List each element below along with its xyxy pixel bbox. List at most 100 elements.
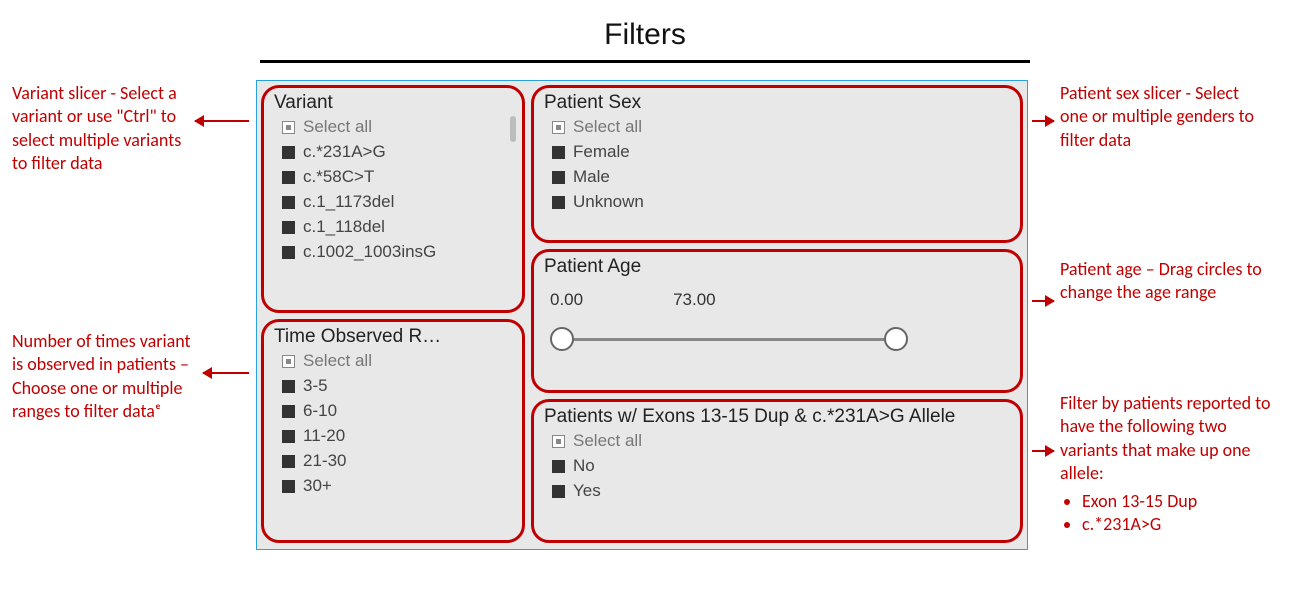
allele-slicer-title: Patients w/ Exons 13-15 Dup & c.*231A>G … [544, 406, 1010, 428]
sex-select-all[interactable]: Select all [552, 116, 1010, 139]
variant-select-all-label: Select all [303, 116, 372, 139]
age-slider-thumb-min[interactable] [550, 327, 574, 351]
sex-option-0-label: Female [573, 141, 630, 164]
title-underline [260, 60, 1030, 63]
checkbox-filled-icon [282, 405, 295, 418]
arrow-sex [1032, 120, 1054, 122]
variant-option-4-label: c.1002_1003insG [303, 241, 436, 264]
variant-slicer[interactable]: Variant Select all c.*231A>G c.*58C>T c.… [261, 85, 525, 313]
variant-option-0-label: c.*231A>G [303, 141, 386, 164]
age-slider-track [562, 338, 896, 341]
time-option-4[interactable]: 30+ [282, 475, 512, 498]
age-slicer-title: Patient Age [544, 256, 1010, 278]
variant-option-3-label: c.1_118del [303, 216, 385, 239]
arrow-age [1032, 300, 1054, 302]
allele-option-1-label: Yes [573, 480, 601, 503]
right-column: Patient Sex Select all Female Male Unkno… [531, 85, 1023, 543]
left-column: Variant Select all c.*231A>G c.*58C>T c.… [261, 85, 525, 543]
checkbox-filled-icon [282, 480, 295, 493]
sex-slicer-title: Patient Sex [544, 92, 1010, 114]
sex-option-1[interactable]: Male [552, 166, 1010, 189]
sex-option-1-label: Male [573, 166, 610, 189]
time-option-0[interactable]: 3-5 [282, 375, 512, 398]
filters-panel: Variant Select all c.*231A>G c.*58C>T c.… [256, 80, 1028, 550]
sex-option-0[interactable]: Female [552, 141, 1010, 164]
time-option-3-label: 21-30 [303, 450, 346, 473]
arrow-time [203, 372, 249, 374]
annot-allele-intro: Filter by patients reported to have the … [1060, 392, 1270, 484]
allele-slicer[interactable]: Patients w/ Exons 13-15 Dup & c.*231A>G … [531, 399, 1023, 543]
checkbox-filled-icon [552, 460, 565, 473]
variant-option-2[interactable]: c.1_1173del [282, 191, 512, 214]
time-option-3[interactable]: 21-30 [282, 450, 512, 473]
annot-age: Patient age – Drag circles to change the… [1060, 258, 1270, 305]
page-title: Filters [260, 18, 1030, 52]
checkbox-filled-icon [282, 246, 295, 259]
time-option-2-label: 11-20 [303, 425, 345, 448]
annot-allele-item-0: Exon 13-15 Dup [1082, 490, 1280, 513]
checkbox-filled-icon [282, 146, 295, 159]
checkbox-mixed-icon [552, 121, 565, 134]
allele-option-0[interactable]: No [552, 455, 1010, 478]
sex-options: Select all Female Male Unknown [544, 116, 1010, 214]
age-min-label: 0.00 [550, 290, 583, 310]
age-slicer[interactable]: Patient Age 0.00 73.00 [531, 249, 1023, 393]
checkbox-mixed-icon [552, 435, 565, 448]
time-option-0-label: 3-5 [303, 375, 328, 398]
annot-variant: Variant slicer - Select a variant or use… [12, 82, 192, 176]
canvas: Variant slicer - Select a variant or use… [0, 0, 1289, 607]
allele-option-1[interactable]: Yes [552, 480, 1010, 503]
age-labels: 0.00 73.00 [544, 280, 1010, 314]
time-options: Select all 3-5 6-10 11-20 21-30 30+ [274, 350, 512, 498]
time-option-2[interactable]: 11-20 [282, 425, 512, 448]
time-select-all[interactable]: Select all [282, 350, 512, 373]
time-option-1[interactable]: 6-10 [282, 400, 512, 423]
annot-allele: Filter by patients reported to have the … [1060, 392, 1280, 536]
arrow-allele [1032, 450, 1054, 452]
checkbox-filled-icon [282, 171, 295, 184]
checkbox-filled-icon [282, 455, 295, 468]
time-select-all-label: Select all [303, 350, 372, 373]
allele-select-all-label: Select all [573, 430, 642, 453]
checkbox-mixed-icon [282, 355, 295, 368]
sex-slicer[interactable]: Patient Sex Select all Female Male Unkno… [531, 85, 1023, 243]
age-max-label: 73.00 [673, 290, 716, 310]
time-option-4-label: 30+ [303, 475, 332, 498]
sex-option-2[interactable]: Unknown [552, 191, 1010, 214]
variant-slicer-title: Variant [274, 92, 512, 114]
checkbox-filled-icon [282, 430, 295, 443]
variant-options: Select all c.*231A>G c.*58C>T c.1_1173de… [274, 116, 512, 264]
checkbox-filled-icon [552, 171, 565, 184]
variant-option-2-label: c.1_1173del [303, 191, 394, 214]
allele-option-0-label: No [573, 455, 595, 478]
annot-allele-list: Exon 13-15 Dup c.*231A>G [1060, 490, 1280, 537]
checkbox-filled-icon [552, 146, 565, 159]
checkbox-filled-icon [282, 221, 295, 234]
time-slicer-title: Time Observed R… [274, 326, 512, 348]
annot-allele-item-1: c.*231A>G [1082, 513, 1280, 536]
sex-option-2-label: Unknown [573, 191, 644, 214]
time-slicer[interactable]: Time Observed R… Select all 3-5 6-10 11-… [261, 319, 525, 543]
annot-time: Number of times variant is observed in p… [12, 330, 202, 424]
variant-option-4[interactable]: c.1002_1003insG [282, 241, 512, 264]
checkbox-filled-icon [552, 485, 565, 498]
variant-option-3[interactable]: c.1_118del [282, 216, 512, 239]
checkbox-mixed-icon [282, 121, 295, 134]
variant-option-1[interactable]: c.*58C>T [282, 166, 512, 189]
sex-select-all-label: Select all [573, 116, 642, 139]
checkbox-filled-icon [282, 196, 295, 209]
age-slider-thumb-max[interactable] [884, 327, 908, 351]
checkbox-filled-icon [552, 196, 565, 209]
arrow-variant [195, 120, 249, 122]
allele-options: Select all No Yes [544, 430, 1010, 503]
filters-panel-inner: Variant Select all c.*231A>G c.*58C>T c.… [257, 81, 1027, 549]
variant-scrollbar[interactable] [510, 116, 516, 142]
checkbox-filled-icon [282, 380, 295, 393]
time-option-1-label: 6-10 [303, 400, 337, 423]
variant-option-1-label: c.*58C>T [303, 166, 374, 189]
age-slider[interactable] [548, 320, 1006, 360]
allele-select-all[interactable]: Select all [552, 430, 1010, 453]
annot-sex: Patient sex slicer - Select one or multi… [1060, 82, 1270, 152]
variant-option-0[interactable]: c.*231A>G [282, 141, 512, 164]
variant-select-all[interactable]: Select all [282, 116, 512, 139]
